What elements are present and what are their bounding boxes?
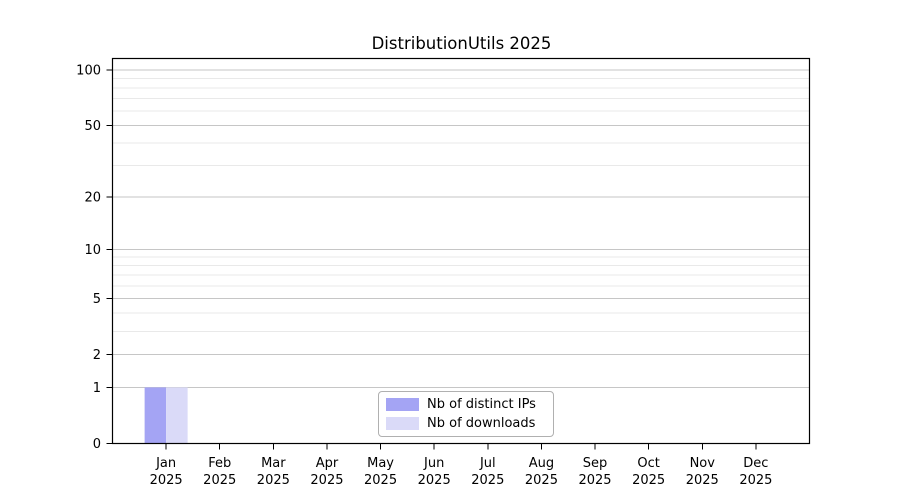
x-tick-label: Mar 2025 bbox=[257, 456, 290, 488]
x-tick-label: Aug 2025 bbox=[525, 456, 558, 488]
legend-swatch-downloads-icon bbox=[386, 417, 419, 430]
axes-border bbox=[111, 57, 811, 445]
x-tick-label: Sep 2025 bbox=[578, 456, 611, 488]
y-tick-label: 10 bbox=[84, 243, 101, 258]
y-tick-label: 100 bbox=[76, 64, 101, 79]
y-tick-label: 0 bbox=[93, 437, 101, 452]
legend-item-downloads: Nb of downloads bbox=[386, 415, 545, 431]
legend: Nb of distinct IPs Nb of downloads bbox=[378, 391, 554, 437]
legend-swatch-distinct-ips-icon bbox=[386, 398, 419, 411]
legend-label-downloads: Nb of downloads bbox=[427, 415, 536, 431]
legend-label-distinct-ips: Nb of distinct IPs bbox=[427, 396, 536, 412]
x-tick-label: Jun 2025 bbox=[418, 456, 451, 488]
x-tick-label: Feb 2025 bbox=[203, 456, 236, 488]
x-tick-label: Apr 2025 bbox=[310, 456, 343, 488]
y-tick-label: 1 bbox=[93, 381, 101, 396]
x-tick-label: Jul 2025 bbox=[471, 456, 504, 488]
x-tick-label: Jan 2025 bbox=[150, 456, 183, 488]
y-tick-label: 5 bbox=[93, 292, 101, 307]
x-tick-label: Dec 2025 bbox=[739, 456, 772, 488]
y-tick-label: 50 bbox=[84, 119, 101, 134]
y-tick-label: 20 bbox=[84, 191, 101, 206]
bar-distinct-ips-jan-2025 bbox=[144, 387, 167, 444]
y-tick-label: 2 bbox=[93, 348, 101, 363]
x-tick-label: Oct 2025 bbox=[632, 456, 665, 488]
x-tick-label: May 2025 bbox=[364, 456, 397, 488]
x-tick-label: Nov 2025 bbox=[686, 456, 719, 488]
legend-item-distinct-ips: Nb of distinct IPs bbox=[386, 396, 545, 412]
bar-downloads-jan-2025 bbox=[166, 387, 188, 444]
chart-title: DistributionUtils 2025 bbox=[371, 34, 552, 53]
